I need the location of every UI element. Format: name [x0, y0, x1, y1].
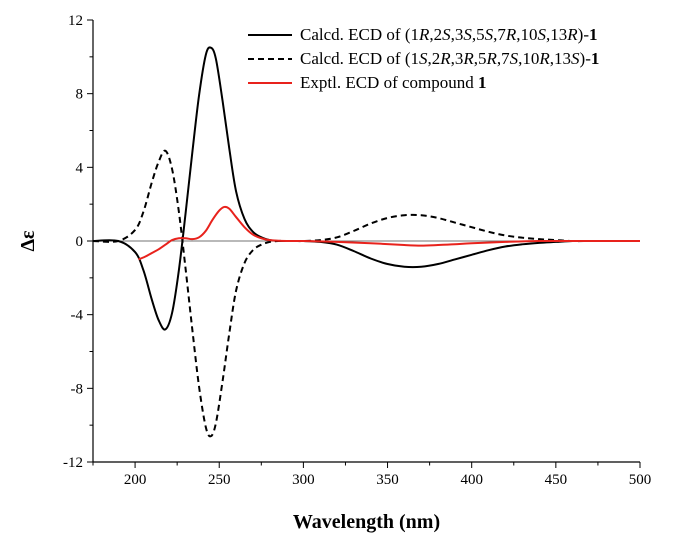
y-tick-label: -8	[71, 381, 84, 397]
y-tick-label: 12	[68, 13, 83, 29]
x-tick-label: 500	[629, 472, 652, 488]
series-exptl	[138, 205, 640, 261]
x-tick-label: 250	[208, 472, 231, 488]
legend-entry-calcd-1r: Calcd. ECD of (1R,2S,3S,5S,7R,10S,13R)-1	[300, 25, 597, 44]
axes: 200 250 300 350 400 450 500 -12 -8 -4 0 4 8 12	[63, 13, 651, 488]
x-axis-title: Wavelength (nm)	[293, 511, 440, 533]
x-tick-label: 400	[460, 472, 483, 488]
series-group	[92, 46, 640, 438]
legend-entry-exptl: Exptl. ECD of compound 1	[300, 73, 487, 92]
legend: Calcd. ECD of (1R,2S,3S,5S,7R,10S,13R)-1…	[248, 25, 599, 92]
x-tick-label: 300	[292, 472, 315, 488]
y-tick-label: -4	[71, 308, 84, 324]
x-tick-label: 350	[376, 472, 399, 488]
series-calcd-1s	[92, 149, 640, 438]
legend-entry-calcd-1s: Calcd. ECD of (1S,2R,3R,5R,7S,10R,13S)-1	[300, 49, 599, 68]
y-tick-label: -12	[63, 455, 83, 471]
y-tick-label: 4	[76, 160, 84, 176]
x-tick-label: 200	[124, 472, 147, 488]
x-tick-label: 450	[545, 472, 568, 488]
y-tick-label: 0	[76, 234, 84, 250]
y-tick-label: 8	[76, 87, 84, 103]
y-axis-title: Δε	[17, 230, 39, 252]
